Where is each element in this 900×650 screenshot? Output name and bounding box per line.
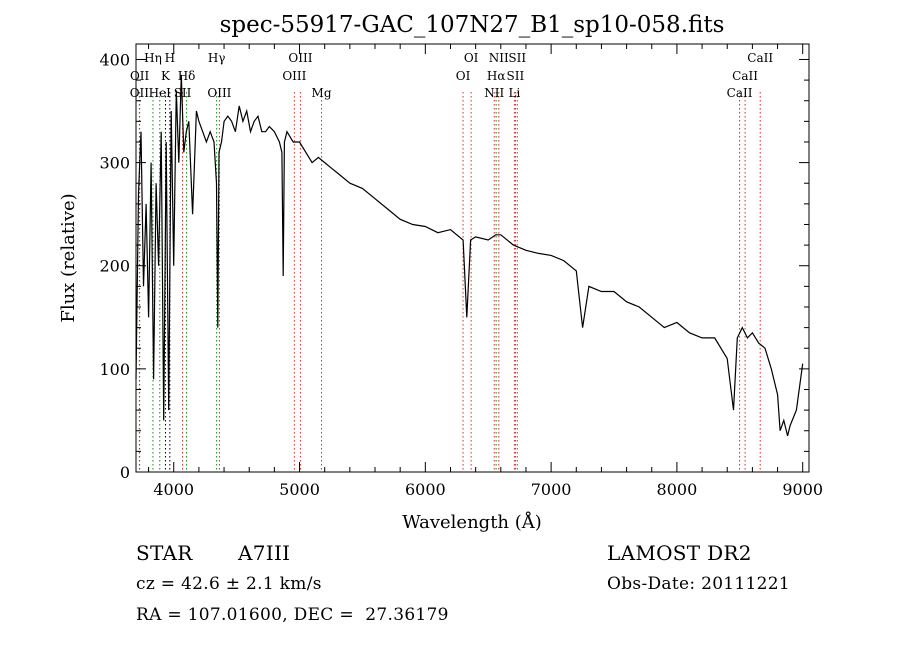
line-label-16: Hα — [487, 69, 506, 83]
line-label-18: Li — [508, 86, 520, 100]
y-tick-label-400: 400 — [99, 50, 130, 69]
x-tick-label-8000: 8000 — [657, 480, 698, 499]
x-tick-label-9000: 9000 — [782, 480, 823, 499]
line-label-9: OIII — [207, 86, 231, 100]
line-label-3: HeI — [149, 86, 172, 100]
y-axis: 0 100 200 300 400 — [99, 50, 809, 482]
line-label-10: OIII — [282, 69, 306, 83]
object-class: STAR — [136, 541, 193, 565]
line-label-17: NII — [489, 51, 509, 65]
line-label-11: OIII — [288, 51, 312, 65]
spectrum-series-line — [135, 74, 804, 437]
line-label-8: Hγ — [208, 51, 226, 65]
line-label-21: CaII — [727, 86, 753, 100]
survey-name: LAMOST DR2 — [607, 541, 752, 565]
spectral-line-markers — [138, 92, 761, 472]
y-axis-label: Flux (relative) — [58, 193, 79, 322]
line-label-23: CaII — [747, 51, 773, 65]
sky-coordinates: RA = 107.01600, DEC = 27.36179 — [136, 605, 449, 625]
line-label-22: CaII — [732, 69, 758, 83]
line-label-13: OI — [456, 69, 471, 83]
spectral-line-labels: OII OII Hη HeI KH SII Hδ Hγ OIII OIII OIII Mg OI OI NI… — [130, 51, 774, 100]
object-subclass: A7III — [238, 541, 291, 565]
x-tick-label-6000: 6000 — [405, 480, 446, 499]
line-label-2: Hη — [144, 51, 162, 65]
y-tick-label-300: 300 — [99, 154, 130, 173]
line-label-7: Hδ — [178, 69, 196, 83]
chart-title: spec-55917-GAC_107N27_B1_sp10-058.fits — [220, 12, 725, 38]
line-label-19: SII — [507, 69, 525, 83]
y-tick-label-0: 0 — [120, 463, 130, 482]
line-label-1: OII — [130, 69, 150, 83]
y-tick-label-100: 100 — [99, 360, 130, 379]
line-label-5: H — [165, 51, 175, 65]
line-label-12: Mg — [312, 86, 332, 100]
redshift-velocity: cz = 42.6 ± 2.1 km/s — [136, 574, 322, 594]
x-tick-label-5000: 5000 — [279, 480, 320, 499]
observation-date: Obs-Date: 20111221 — [607, 574, 791, 594]
x-axis-label: Wavelength (Å) — [402, 511, 542, 533]
line-label-14: OI — [464, 51, 479, 65]
line-label-20: SII — [508, 51, 526, 65]
y-tick-label-200: 200 — [99, 257, 130, 276]
line-label-15: NII — [484, 86, 504, 100]
x-axis: 4000 5000 6000 7000 8000 9000 — [148, 44, 823, 499]
plot-frame — [135, 43, 810, 473]
line-label-6: SII — [174, 86, 192, 100]
line-label-0: OII — [130, 86, 150, 100]
line-label-4: K — [161, 69, 171, 83]
x-tick-label-4000: 4000 — [153, 480, 194, 499]
x-tick-label-7000: 7000 — [531, 480, 572, 499]
